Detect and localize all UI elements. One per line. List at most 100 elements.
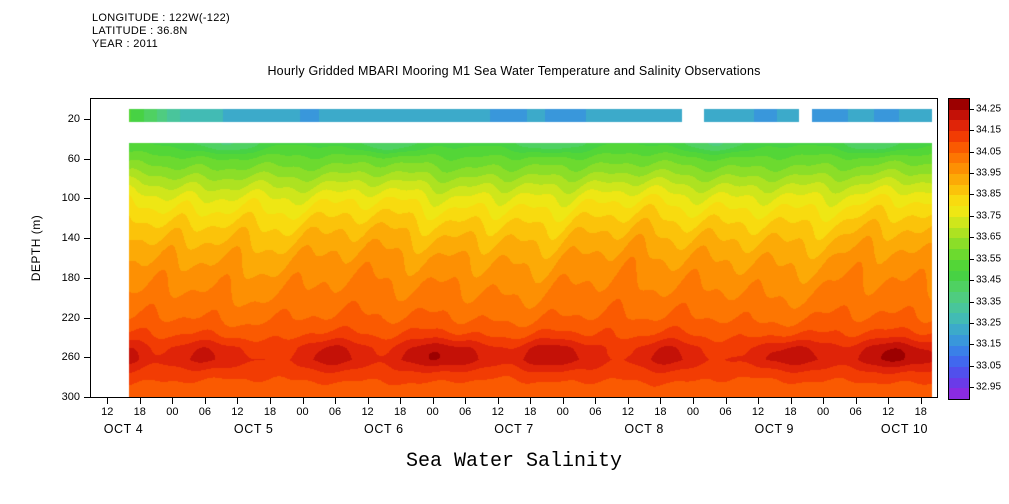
y-tick-label: 220	[61, 311, 80, 324]
colorbar-tick-label: 32.95	[976, 381, 1002, 393]
x-date-label: OCT 7	[494, 422, 534, 436]
y-tick-label: 300	[61, 391, 80, 403]
x-tick-label: 18	[393, 406, 407, 418]
x-tick-label: 18	[133, 406, 146, 418]
x-tick-label: 06	[198, 406, 211, 418]
x-tick	[302, 398, 304, 404]
colorbar-segment	[949, 345, 969, 357]
colorbar-tick	[970, 194, 974, 196]
colorbar-tick	[970, 173, 974, 174]
x-date-label: OCT 4	[103, 422, 144, 436]
x-tick	[400, 398, 402, 404]
colorbar-tick-label: 33.25	[976, 317, 1002, 329]
colorbar-segment	[949, 366, 969, 378]
colorbar-segment	[949, 324, 969, 335]
y-axis-label: DEPTH (m)	[29, 214, 43, 282]
x-tick	[855, 398, 857, 404]
x-tick-label: 12	[882, 406, 895, 418]
x-tick	[920, 398, 922, 404]
y-tick-label: 260	[61, 351, 80, 364]
y-tick-label: 100	[61, 192, 80, 205]
colorbar-segment	[949, 302, 969, 314]
x-tick	[627, 398, 629, 404]
colorbar-tick	[970, 323, 974, 324]
colorbar-segment	[949, 227, 969, 239]
x-tick	[237, 398, 239, 404]
x-tick	[367, 398, 369, 404]
x-tick-label: 12	[491, 406, 504, 418]
x-tick	[888, 398, 890, 404]
colorbar-tick	[970, 344, 974, 346]
y-tick-label: 20	[67, 112, 80, 125]
y-tick	[84, 397, 90, 398]
colorbar-segment	[949, 291, 969, 303]
y-tick-label: 60	[67, 152, 80, 165]
x-tick-label: 12	[231, 406, 244, 418]
colorbar-tick-label: 33.75	[976, 210, 1002, 222]
colorbar-tick	[970, 151, 974, 153]
x-tick-label: 00	[166, 406, 179, 418]
x-tick	[725, 398, 727, 404]
year-text: YEAR : 2011	[92, 38, 159, 50]
colorbar-segment	[949, 141, 969, 153]
colorbar-segment	[949, 131, 969, 142]
colorbar-tick	[970, 301, 974, 303]
colorbar-segment	[949, 120, 969, 132]
plot-frame	[90, 98, 938, 398]
colorbar-segment	[949, 259, 969, 271]
colorbar-tick	[970, 280, 974, 282]
x-tick	[595, 398, 597, 404]
colorbar-tick-label: 34.15	[976, 124, 1002, 136]
colorbar-tick	[970, 365, 974, 367]
colorbar	[948, 98, 970, 400]
x-tick-label: 18	[654, 406, 667, 418]
x-tick-label: 00	[816, 406, 830, 418]
x-tick	[204, 398, 206, 404]
x-tick-label: 12	[101, 406, 114, 418]
x-tick	[432, 398, 434, 404]
colorbar-tick-label: 33.15	[976, 338, 1002, 350]
colorbar-tick-label: 33.95	[976, 167, 1002, 179]
salinity-contour-canvas	[91, 99, 937, 397]
colorbar-tick-label: 34.05	[976, 146, 1002, 158]
y-tick	[84, 158, 90, 160]
colorbar-tick	[970, 215, 974, 217]
x-tick-label: 00	[426, 406, 439, 418]
colorbar-tick-label: 33.55	[976, 253, 1002, 265]
colorbar-tick-label: 33.65	[976, 231, 1002, 243]
footer-title: Sea Water Salinity	[405, 450, 623, 473]
metadata-block: LONGITUDE : 122W(-122) LATITUDE : 36.8N …	[92, 12, 230, 51]
x-tick	[465, 398, 467, 404]
y-tick	[84, 198, 90, 200]
colorbar-tick	[970, 130, 974, 132]
colorbar-segment	[949, 109, 969, 121]
colorbar-tick-label: 33.05	[976, 360, 1002, 372]
colorbar-tick-label: 34.25	[976, 103, 1002, 115]
y-tick-label: 140	[61, 232, 80, 245]
colorbar-tick	[970, 258, 974, 260]
x-tick-label: 06	[589, 406, 602, 418]
x-tick	[497, 398, 499, 404]
colorbar-segment	[949, 334, 969, 346]
x-tick-label: 00	[556, 406, 569, 418]
x-tick-label: 18	[914, 406, 927, 418]
x-tick-label: 18	[524, 406, 537, 418]
colorbar-segment	[949, 206, 969, 217]
y-tick	[84, 357, 90, 359]
x-tick-label: 00	[296, 406, 309, 418]
x-date-label: OCT 8	[624, 422, 664, 436]
latitude-text: LATITUDE : 36.8N	[92, 25, 188, 37]
colorbar-segment	[949, 99, 969, 110]
x-tick	[269, 398, 271, 404]
colorbar-segment	[949, 238, 969, 250]
x-tick	[139, 398, 141, 404]
colorbar-segment	[949, 249, 969, 260]
y-tick-label: 180	[61, 271, 80, 284]
x-tick-label: 06	[719, 406, 732, 418]
y-tick	[84, 238, 90, 240]
x-tick-label: 06	[849, 406, 862, 418]
colorbar-tick-label: 33.35	[976, 296, 1002, 308]
y-tick	[84, 118, 90, 120]
x-tick	[758, 398, 760, 404]
